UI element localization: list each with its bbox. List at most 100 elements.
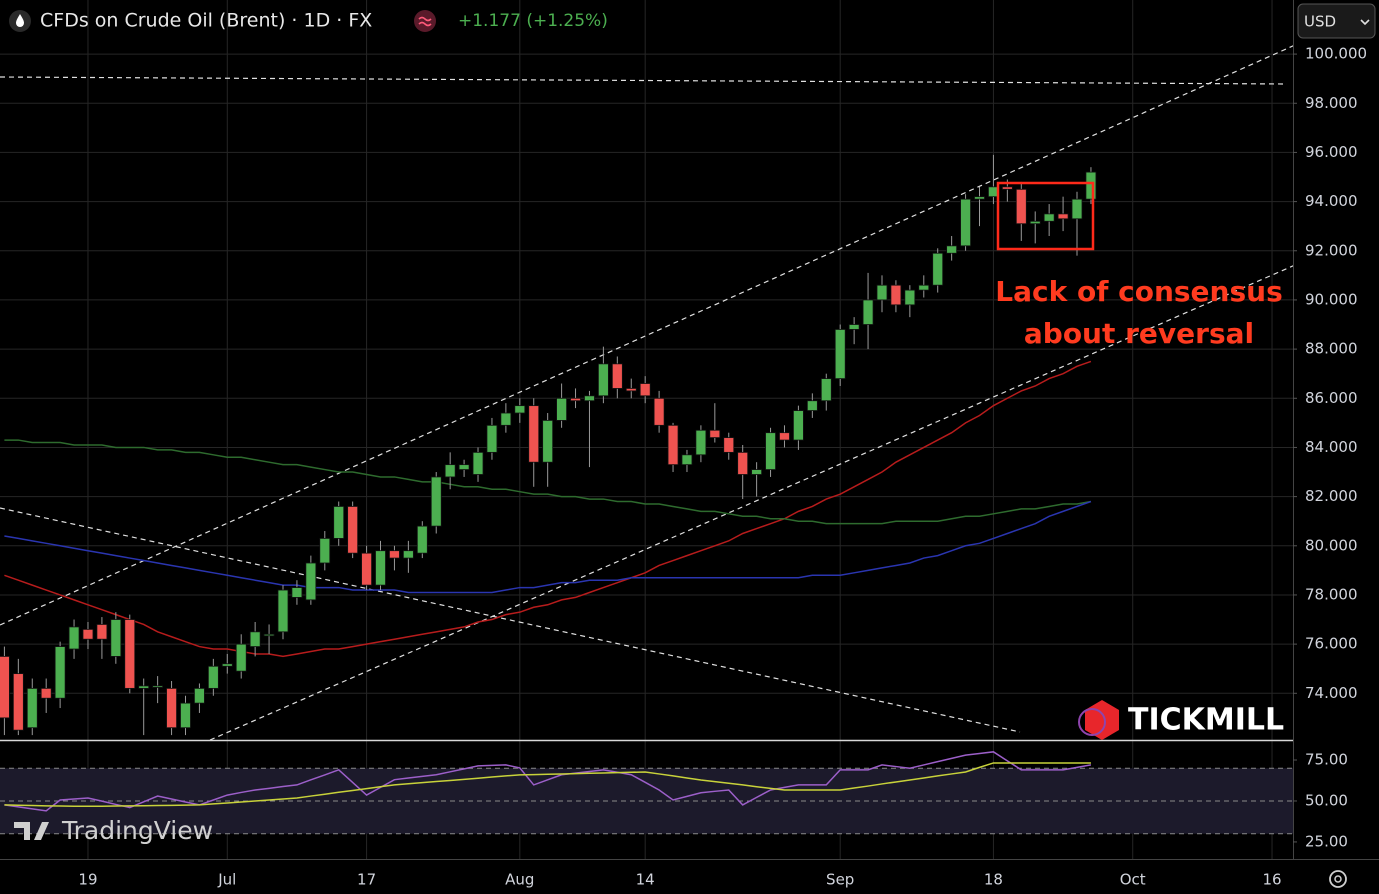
symbol-title: CFDs on Crude Oil (Brent) · 1D · FX (40, 10, 372, 32)
y-tick-label: 80.000 (1305, 536, 1358, 554)
candle-body (82, 628, 94, 640)
candle-body (444, 464, 456, 478)
price-change: +1.177 (+1.25%) (458, 11, 608, 31)
candle-body (389, 550, 400, 559)
candle-body (333, 506, 345, 539)
channel-upper (0, 45, 1293, 626)
candle-body (1043, 213, 1055, 222)
indicator-line (4, 751, 1092, 812)
candle-body (291, 587, 303, 598)
y-tick-label: 100.000 (1305, 45, 1367, 63)
candle-body (890, 284, 902, 306)
platform-name: TradingView (61, 816, 213, 845)
y-tick-label: 84.000 (1305, 438, 1358, 456)
rsi-band (0, 768, 1293, 834)
candle-body (1085, 171, 1097, 200)
candle-body (138, 685, 150, 689)
candle-body (681, 454, 693, 466)
x-tick-label: 17 (357, 871, 376, 889)
candle-body (305, 562, 317, 601)
candle-body (667, 424, 679, 466)
candle-body (904, 289, 916, 306)
candle-body (0, 656, 10, 719)
y-tick-label: 96.000 (1305, 143, 1358, 161)
candle-body (277, 589, 289, 633)
rsi-plot (4, 751, 1092, 812)
x-tick-label: Sep (826, 871, 854, 889)
candle-body (862, 299, 874, 325)
candle-body (221, 663, 233, 667)
candle-body (207, 665, 219, 689)
candle-body (235, 643, 247, 672)
candle-body (848, 324, 860, 330)
candle-body (180, 702, 191, 729)
indicator-line (4, 762, 1091, 807)
candle-body (152, 685, 164, 688)
candle-body (472, 451, 484, 475)
currency[interactable]: USD (1304, 13, 1336, 31)
candle-body (723, 437, 735, 453)
y-tick-label: 86.000 (1305, 389, 1358, 407)
candle-body (597, 363, 609, 397)
broker-logo-ring (1078, 708, 1106, 736)
indicator-line (4, 500, 1092, 594)
broker-logo: TICKMILL (1078, 700, 1284, 740)
downtrend-line (0, 507, 1021, 733)
candle-body (625, 388, 637, 392)
settings-button-center[interactable] (1334, 875, 1342, 883)
candle-body (1001, 186, 1013, 190)
y-tick-label: 75.00 (1305, 751, 1348, 769)
candle-body (96, 624, 108, 640)
candle-body (1071, 198, 1083, 220)
currency-select[interactable] (1297, 3, 1376, 39)
resistance-line (0, 76, 1288, 85)
candle-body (653, 397, 665, 426)
candle-body (361, 552, 372, 586)
candle-body (709, 429, 721, 439)
candle-body (751, 469, 763, 475)
y-tick-label: 74.000 (1305, 684, 1358, 702)
candle-body (974, 196, 985, 200)
x-tick-label: 16 (1262, 871, 1281, 889)
x-tick-label: 18 (984, 871, 1003, 889)
y-tick-label: 78.000 (1305, 585, 1358, 603)
candle-body (1029, 220, 1041, 225)
indicator-line (4, 360, 1092, 658)
y-tick-label: 82.000 (1305, 487, 1358, 505)
candle-body (263, 633, 275, 637)
candle-body (416, 525, 428, 554)
symbol-drop (16, 14, 24, 27)
candle-body (1015, 188, 1027, 225)
candle-body (737, 451, 749, 475)
axes: 74.000 76.000 78.000 80.000 82.000 84.000 86.0… (78, 45, 1367, 889)
candle-body (110, 619, 122, 657)
x-tick-label: Aug (505, 871, 534, 889)
candle-body (611, 363, 623, 389)
candle-body (12, 673, 24, 731)
candle-body (765, 432, 776, 470)
annotation: about reversal (1024, 317, 1254, 350)
dropdown-arrow[interactable] (1360, 19, 1370, 26)
y-tick-label: 88.000 (1305, 340, 1358, 358)
candle-body (876, 284, 888, 301)
y-tick-label: 90.000 (1305, 290, 1358, 308)
candle-body (946, 245, 958, 254)
candle-body (932, 252, 944, 286)
y-tick-label: 92.000 (1305, 241, 1358, 259)
candle-body (820, 378, 832, 402)
x-tick-label: 19 (78, 871, 97, 889)
candle-body (194, 687, 205, 704)
indicator-line (4, 439, 1092, 525)
candle-body (695, 429, 707, 456)
candle-body (500, 412, 512, 426)
y-tick-label: 98.000 (1305, 94, 1358, 112)
candle-body (1057, 213, 1069, 220)
price-plot (0, 154, 1097, 736)
candle-body (806, 400, 818, 411)
candle-body (639, 383, 651, 397)
annotation: Lack of consensus (995, 275, 1283, 308)
candle-body (834, 329, 846, 380)
settings-button[interactable] (1329, 870, 1347, 888)
candle-body (779, 432, 790, 441)
